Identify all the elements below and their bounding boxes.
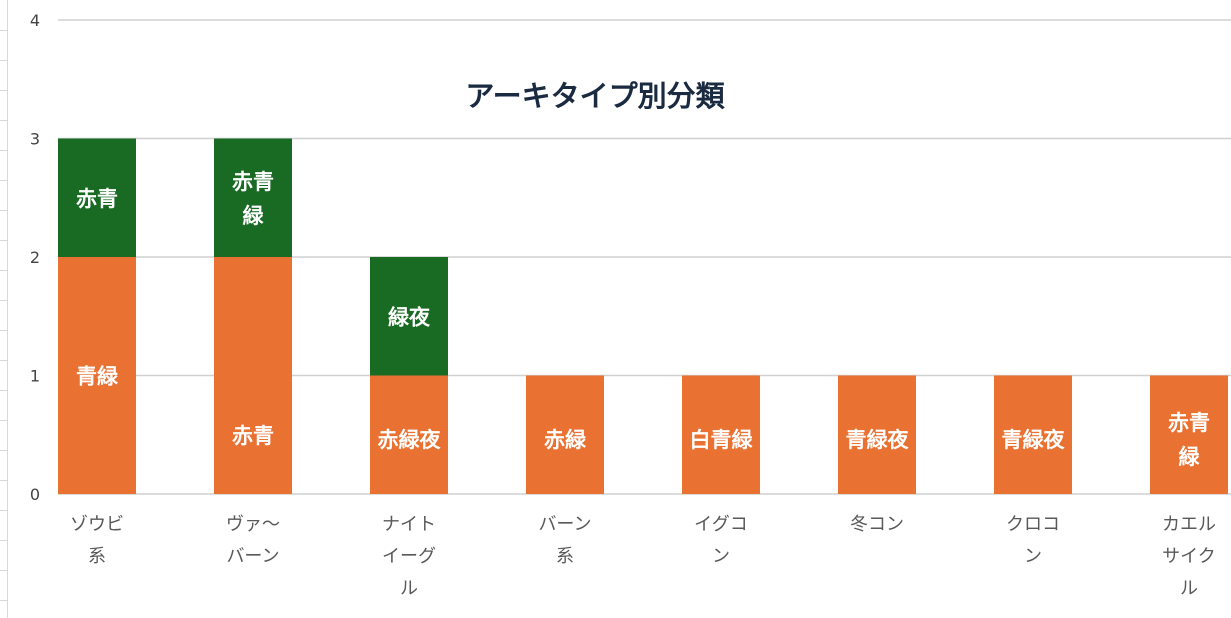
data-label: 青緑夜 [1002, 428, 1066, 452]
x-category-label: イグコ [694, 514, 748, 535]
x-category-label: ヴァ～ [226, 514, 280, 535]
x-category-label: バーン [538, 514, 591, 535]
bar-segment-bottom [994, 375, 1072, 494]
row-edge-tick [0, 90, 8, 91]
bar-segment-top [58, 138, 136, 257]
row-edge-tick [0, 120, 8, 121]
row-edge-tick [0, 300, 8, 301]
y-tick-label: 3 [30, 130, 40, 149]
data-label: 青緑夜 [846, 428, 910, 452]
row-edge-tick [0, 570, 8, 571]
data-label: 青緑 [76, 365, 119, 389]
data-label: 緑 [1179, 445, 1201, 469]
bar-segment-bottom [1150, 375, 1228, 494]
row-edge-tick [0, 330, 8, 331]
row-edge-tick [0, 270, 8, 271]
data-label: 赤青 [1168, 411, 1210, 435]
x-category-label: 系 [88, 546, 106, 567]
data-label: 赤青 [232, 424, 274, 448]
bar-segment-bottom [526, 375, 604, 494]
spreadsheet-row-edge [0, 0, 8, 618]
x-category-label: イーグ [382, 546, 436, 567]
bar-segment-bottom [370, 375, 448, 494]
row-edge-tick [0, 600, 8, 601]
y-tick-label: 4 [30, 11, 40, 30]
x-category-label: ゾウビ [70, 514, 124, 535]
data-label: 赤緑夜 [378, 428, 442, 452]
row-edge-tick [0, 60, 8, 61]
row-edge-tick [0, 480, 8, 481]
data-label: 赤青 [232, 170, 274, 194]
row-edge-tick [0, 420, 8, 421]
y-tick-label: 1 [30, 367, 40, 386]
x-category-label: クロコ [1006, 514, 1060, 535]
x-category-label: ン [1024, 546, 1042, 567]
row-edge-tick [0, 210, 8, 211]
x-category-label: 冬コン [850, 514, 904, 535]
bar-segment-bottom [58, 257, 136, 494]
bar-segment-bottom [682, 375, 760, 494]
row-edge-tick [0, 540, 8, 541]
x-category-label: サイク [1162, 546, 1216, 567]
row-edge-tick [0, 450, 8, 451]
bar-segment-bottom [838, 375, 916, 494]
y-tick-label: 0 [30, 485, 40, 504]
bar-segment-bottom [214, 257, 292, 494]
row-edge-tick [0, 180, 8, 181]
row-edge-tick [0, 150, 8, 151]
x-category-label: ル [1180, 578, 1198, 599]
x-category-label: 系 [556, 546, 574, 567]
data-label: 赤青 [76, 187, 118, 211]
x-category-label: カエル [1162, 514, 1216, 535]
y-tick-label: 2 [30, 248, 40, 267]
x-category-label: ル [400, 578, 418, 599]
data-label: 緑 [243, 204, 265, 228]
x-category-label: バーン [226, 546, 279, 567]
row-edge-tick [0, 240, 8, 241]
row-edge-tick [0, 390, 8, 391]
bar-segment-top [370, 257, 448, 376]
chart-title: アーキタイプ別分類 [465, 79, 725, 113]
row-edge-tick [0, 360, 8, 361]
data-label: 白青緑 [690, 428, 754, 452]
x-category-label: ン [712, 546, 730, 567]
data-label: 緑夜 [388, 305, 431, 329]
row-edge-tick [0, 30, 8, 31]
row-edge-tick [0, 510, 8, 511]
data-label: 赤緑 [544, 428, 587, 452]
bar-segment-top [214, 138, 292, 257]
x-category-label: ナイト [382, 514, 436, 535]
